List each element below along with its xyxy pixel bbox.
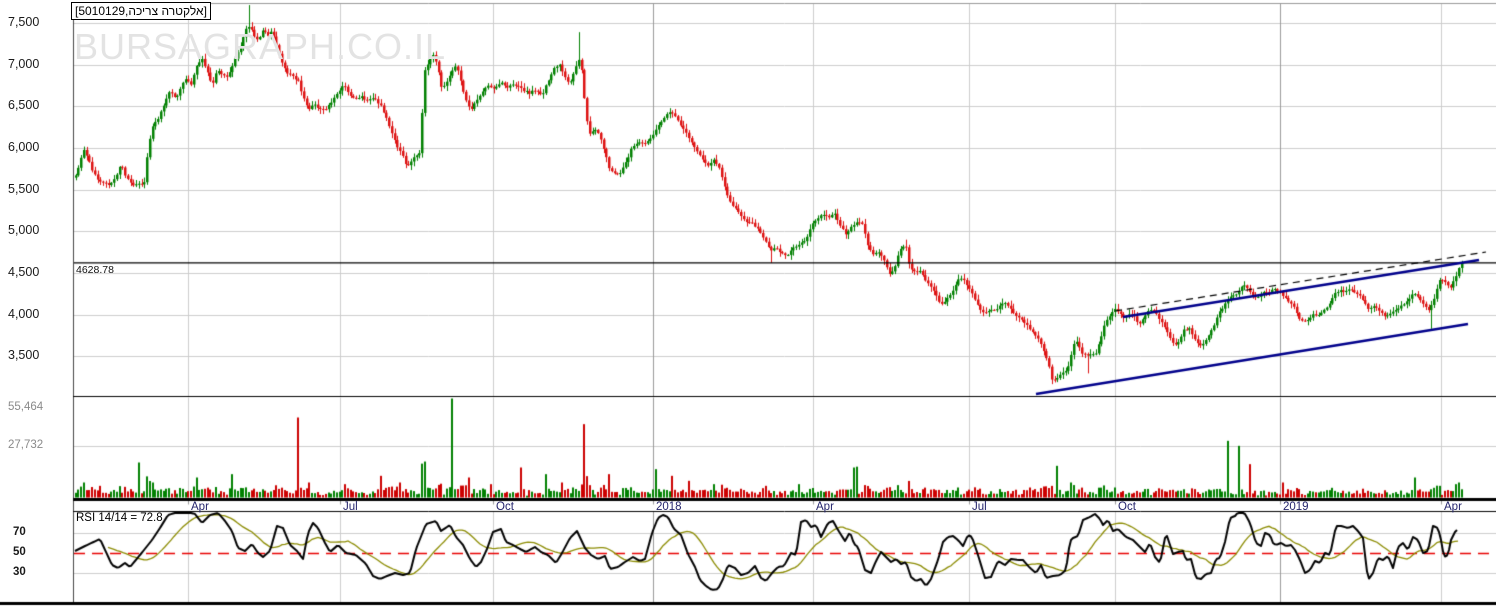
volume-axis-tick-label: 27,732 [8, 439, 44, 451]
x-axis-tick-label: Apr [191, 501, 209, 513]
volume-axis-tick-label: 55,464 [8, 401, 44, 413]
price-axis-tick-label: 7,500 [8, 15, 40, 29]
x-axis-tick-label: Apr [1444, 501, 1462, 513]
price-axis-tick-label: 6,500 [8, 98, 40, 113]
instrument-title: [5010129,אלקטרה צריכה] [71, 2, 211, 20]
rsi-axis-tick-label: 70 [13, 526, 26, 538]
x-axis-tick-label: Oct [1118, 501, 1136, 513]
price-axis-tick-label: 4,500 [8, 264, 40, 279]
x-axis-tick-label: Jul [972, 501, 987, 513]
x-axis-tick-label: Apr [816, 501, 834, 513]
x-axis-tick-label: Jul [343, 501, 358, 513]
x-axis-tick-label: 2018 [656, 501, 682, 513]
price-axis-tick-label: 4,000 [8, 306, 40, 321]
price-axis-tick-label: 3,500 [8, 348, 40, 363]
rsi-indicator-label: RSI 14/14 = 72.8 [76, 512, 163, 524]
price-axis-tick-label: 5,000 [8, 223, 40, 238]
rsi-axis-tick-label: 50 [13, 546, 26, 558]
x-axis-tick-label: Oct [496, 501, 514, 513]
rsi-axis-tick-label: 30 [13, 566, 26, 578]
x-axis-tick-label: 2019 [1283, 501, 1309, 513]
price-axis-tick-label: 6,000 [8, 139, 40, 154]
price-axis-tick-label: 7,000 [8, 56, 40, 71]
last-price-level-label: 4628.78 [76, 264, 114, 276]
watermark: BURSAGRAPH.CO.IL [74, 26, 447, 67]
price-axis-tick-label: 5,500 [8, 181, 40, 196]
